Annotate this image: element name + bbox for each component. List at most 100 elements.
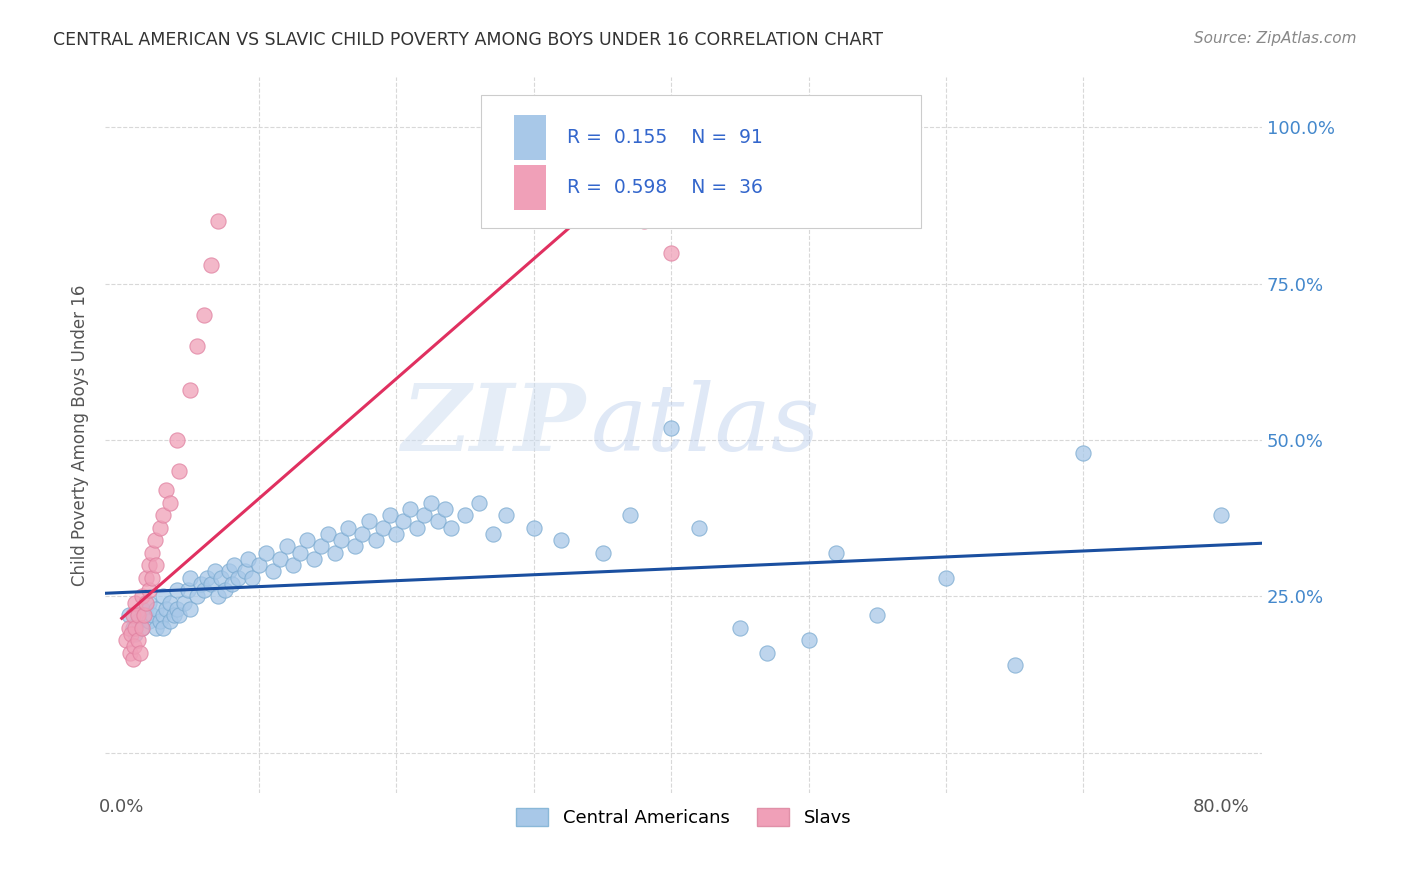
Text: Source: ZipAtlas.com: Source: ZipAtlas.com (1194, 31, 1357, 46)
Point (138, 583, 160, 598)
Point (337, 521, 360, 535)
Point (218, 565, 240, 579)
Point (236, 552, 259, 566)
Point (454, 508, 477, 522)
Point (145, 621, 167, 635)
Point (290, 546, 312, 560)
Point (659, 245, 682, 260)
Point (128, 646, 150, 660)
FancyBboxPatch shape (513, 115, 546, 160)
Point (145, 558, 167, 573)
Point (127, 608, 149, 623)
Point (204, 565, 226, 579)
Point (269, 552, 291, 566)
Point (138, 615, 160, 629)
Point (1209, 508, 1232, 522)
Point (114, 633, 136, 648)
Point (633, 214, 655, 228)
Point (173, 596, 195, 610)
Point (159, 615, 181, 629)
Point (179, 602, 201, 616)
Legend: Central Americans, Slavs: Central Americans, Slavs (509, 801, 859, 834)
Point (135, 608, 157, 623)
Point (221, 577, 243, 591)
Point (195, 571, 218, 585)
Text: CENTRAL AMERICAN VS SLAVIC CHILD POVERTY AMONG BOYS UNDER 16 CORRELATION CHART: CENTRAL AMERICAN VS SLAVIC CHILD POVERTY… (53, 31, 883, 49)
Point (138, 596, 160, 610)
Point (481, 527, 503, 541)
Point (364, 533, 387, 548)
Point (159, 495, 181, 509)
Point (825, 546, 848, 560)
Point (233, 565, 256, 579)
Point (179, 571, 201, 585)
Point (426, 514, 449, 528)
Point (728, 621, 751, 635)
Point (440, 521, 463, 535)
Point (302, 552, 325, 566)
Point (413, 508, 436, 522)
Point (176, 583, 198, 598)
Point (659, 420, 682, 434)
Point (550, 533, 572, 548)
FancyBboxPatch shape (481, 95, 921, 227)
Point (131, 602, 153, 616)
Point (138, 558, 160, 573)
Point (124, 627, 146, 641)
Point (152, 621, 174, 635)
Y-axis label: Child Poverty Among Boys Under 16: Child Poverty Among Boys Under 16 (72, 285, 89, 586)
Point (344, 540, 367, 554)
Point (124, 596, 146, 610)
Point (224, 558, 246, 573)
Point (262, 565, 284, 579)
Point (378, 508, 401, 522)
Point (186, 339, 208, 353)
Text: R =  0.155    N =  91: R = 0.155 N = 91 (567, 128, 762, 147)
Point (131, 590, 153, 604)
Point (392, 514, 415, 528)
Point (121, 608, 143, 623)
Point (283, 558, 305, 573)
Point (124, 621, 146, 635)
Point (121, 652, 143, 666)
Point (131, 621, 153, 635)
Point (309, 540, 332, 554)
Point (155, 483, 177, 497)
Point (143, 533, 166, 548)
Text: R =  0.598    N =  36: R = 0.598 N = 36 (567, 178, 762, 197)
Point (117, 608, 139, 623)
Point (152, 590, 174, 604)
Point (127, 615, 149, 629)
Point (207, 590, 229, 604)
Point (141, 571, 163, 585)
Point (406, 521, 429, 535)
Point (254, 546, 277, 560)
Point (163, 608, 186, 623)
Point (166, 433, 188, 447)
Point (1071, 445, 1094, 459)
Point (935, 571, 957, 585)
Point (357, 514, 380, 528)
Point (127, 633, 149, 648)
Point (240, 571, 263, 585)
Point (468, 495, 491, 509)
Point (295, 533, 318, 548)
Point (619, 508, 641, 522)
Point (149, 615, 172, 629)
Point (592, 546, 614, 560)
Text: ZIP: ZIP (401, 380, 585, 470)
Point (131, 621, 153, 635)
Point (155, 602, 177, 616)
Point (316, 527, 339, 541)
Point (152, 608, 174, 623)
Point (186, 590, 208, 604)
Point (756, 646, 779, 660)
Point (228, 571, 250, 585)
Text: atlas: atlas (591, 380, 821, 470)
Point (214, 583, 236, 598)
Point (276, 540, 298, 554)
Point (200, 577, 222, 591)
Point (193, 583, 215, 598)
Point (200, 258, 222, 272)
Point (169, 464, 191, 478)
